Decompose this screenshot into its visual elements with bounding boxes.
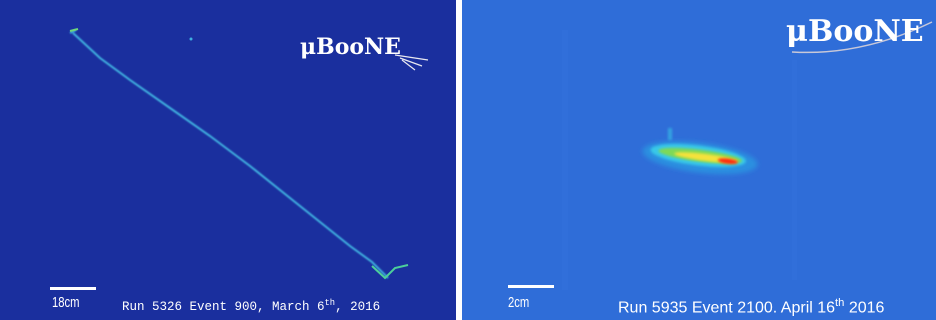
scale-label: 18cm (52, 294, 80, 311)
caption-prefix: Run 5326 Event 900, March 6 (122, 300, 325, 315)
microboone-logo: μBooNE (300, 34, 401, 60)
noise-band (792, 60, 797, 280)
event-caption: Run 5935 Event 2100. April 16th 2016 (618, 297, 884, 317)
logo-swoosh (791, 21, 933, 54)
caption-ordinal: th (324, 298, 336, 308)
microboone-logo: μBooNE (786, 14, 924, 49)
stray-hit (189, 37, 193, 41)
caption-prefix: Run 5935 Event 2100. April 16 (618, 299, 836, 317)
scale-bar (50, 287, 96, 290)
left-track-image (69, 28, 429, 280)
caption-ordinal: th (835, 297, 845, 309)
logo-swoosh (394, 54, 429, 71)
event-caption: Run 5326 Event 900, March 6th, 2016 (122, 298, 380, 314)
scale-label: 2cm (508, 294, 530, 311)
left-event-display: μBooNE 18cm Run 5326 Event 900, March 6t… (0, 0, 456, 320)
right-event-display: μBooNE 2cm Run 5935 Event 2100. April 16… (462, 0, 936, 320)
noise-band (562, 30, 568, 290)
muon-track (69, 29, 389, 279)
track-end-hook (371, 264, 409, 280)
caption-suffix: , 2016 (335, 300, 381, 315)
shower-blob (642, 141, 758, 175)
caption-suffix: 2016 (844, 299, 885, 317)
shower-start (668, 128, 672, 140)
scale-bar (508, 285, 554, 288)
right-blob-image (462, 0, 936, 320)
track-start-stub (69, 28, 79, 32)
